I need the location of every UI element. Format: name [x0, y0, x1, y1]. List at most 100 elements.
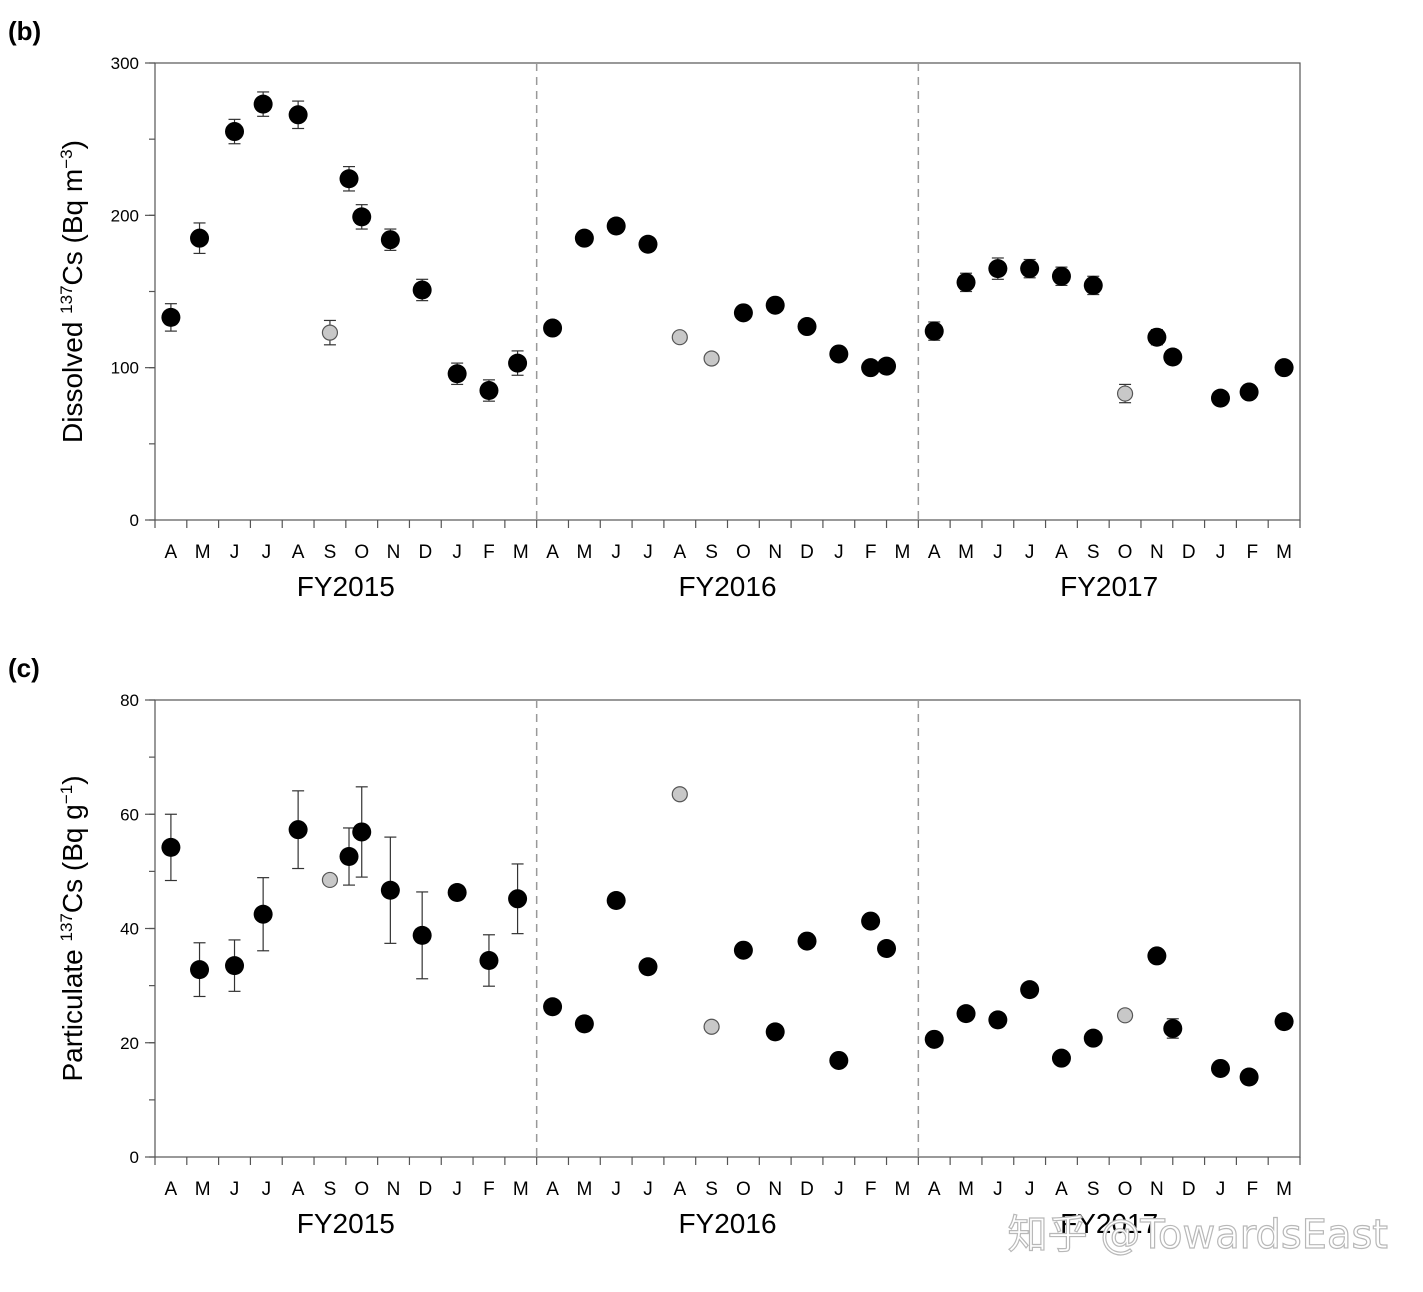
x-tick-label: O — [736, 542, 751, 563]
data-point — [1163, 347, 1183, 367]
data-point — [797, 931, 817, 951]
data-point — [1083, 1028, 1103, 1048]
data-point — [225, 956, 245, 976]
data-point — [161, 307, 181, 327]
fiscal-year-label: FY2015 — [297, 1208, 395, 1239]
data-point — [1051, 1048, 1071, 1068]
data-point — [1083, 275, 1103, 295]
data-point — [1210, 388, 1230, 408]
x-tick-label: F — [483, 542, 495, 563]
x-tick-label: J — [643, 1179, 653, 1200]
x-tick-label: J — [611, 542, 621, 563]
x-tick-label: M — [195, 1179, 211, 1200]
x-tick-label: F — [1246, 1179, 1258, 1200]
x-tick-label: M — [895, 1179, 911, 1200]
x-tick-label: N — [1150, 1179, 1164, 1200]
y-axis-label: Particulate 137Cs (Bq g−1) — [57, 775, 88, 1081]
x-tick-label: F — [865, 1179, 877, 1200]
x-tick-label: J — [230, 542, 240, 563]
y-axis-label-superscript: 137 — [57, 913, 76, 941]
fiscal-year-label: FY2016 — [678, 571, 776, 602]
x-tick-label: S — [324, 542, 337, 563]
data-point — [924, 1029, 944, 1049]
x-tick-label: A — [673, 1179, 686, 1200]
data-point — [765, 295, 785, 315]
x-tick-label: J — [1216, 542, 1226, 563]
x-tick-label: M — [1276, 1179, 1292, 1200]
data-point — [988, 259, 1008, 279]
data-point — [1163, 1018, 1183, 1038]
data-point — [543, 318, 563, 338]
data-point-excluded — [703, 350, 720, 367]
x-tick-label: A — [928, 542, 941, 563]
y-tick-label: 20 — [120, 1034, 139, 1053]
data-point — [412, 925, 432, 945]
data-point-excluded — [1116, 385, 1134, 402]
data-point — [508, 353, 528, 373]
x-tick-label: A — [165, 542, 178, 563]
data-point — [861, 911, 881, 931]
data-point — [1051, 266, 1071, 286]
data-point — [190, 228, 210, 248]
y-axis-label-text: ) — [57, 140, 88, 149]
data-point — [1274, 358, 1294, 378]
y-tick-label: 80 — [120, 691, 139, 710]
data-point — [733, 940, 753, 960]
y-axis-label-text: ) — [57, 775, 88, 784]
data-point — [861, 358, 881, 378]
x-tick-label: J — [262, 542, 272, 563]
x-tick-label: A — [673, 542, 686, 563]
y-tick-label: 100 — [111, 359, 139, 378]
x-tick-label: M — [958, 1179, 974, 1200]
x-tick-label: N — [387, 1179, 401, 1200]
x-tick-label: D — [418, 1179, 432, 1200]
x-tick-label: J — [834, 1179, 844, 1200]
data-point — [638, 957, 658, 977]
x-tick-label: N — [387, 542, 401, 563]
data-point — [956, 272, 976, 292]
data-point — [877, 938, 897, 958]
data-point — [733, 303, 753, 323]
data-point — [288, 820, 308, 840]
x-tick-label: J — [834, 542, 844, 563]
y-tick-label: 60 — [120, 805, 139, 824]
data-point-excluded — [1116, 1007, 1134, 1024]
panel-label: (b) — [8, 16, 41, 46]
x-tick-label: N — [768, 1179, 782, 1200]
x-tick-label: M — [576, 542, 592, 563]
x-tick-label: D — [418, 542, 432, 563]
x-tick-label: D — [800, 1179, 814, 1200]
x-tick-label: M — [513, 542, 529, 563]
data-point — [606, 216, 626, 236]
data-point — [1147, 946, 1167, 966]
x-tick-label: M — [958, 542, 974, 563]
fiscal-year-label: FY2017 — [1060, 571, 1158, 602]
data-point — [1147, 327, 1167, 347]
y-axis-label-superscript: −1 — [57, 785, 76, 804]
data-point — [1274, 1012, 1294, 1032]
data-point — [829, 1050, 849, 1070]
x-tick-label: J — [1216, 1179, 1226, 1200]
x-tick-label: J — [262, 1179, 272, 1200]
x-tick-label: F — [483, 1179, 495, 1200]
x-tick-label: A — [546, 542, 559, 563]
data-point — [1020, 259, 1040, 279]
x-tick-label: O — [354, 1179, 369, 1200]
data-point — [797, 317, 817, 337]
y-axis-label-text: Dissolved — [57, 314, 88, 443]
data-point-excluded — [671, 329, 688, 346]
x-tick-label: A — [928, 1179, 941, 1200]
x-tick-label: O — [736, 1179, 751, 1200]
y-tick-label: 0 — [130, 511, 139, 530]
data-point — [956, 1004, 976, 1024]
x-tick-label: J — [452, 1179, 462, 1200]
data-point — [924, 321, 944, 341]
x-tick-label: A — [292, 1179, 305, 1200]
data-point — [225, 122, 245, 142]
y-axis-label-text: Particulate — [57, 941, 88, 1081]
x-tick-label: J — [1025, 542, 1035, 563]
x-tick-label: N — [768, 542, 782, 563]
x-tick-label: F — [865, 542, 877, 563]
x-tick-label: O — [1118, 542, 1133, 563]
